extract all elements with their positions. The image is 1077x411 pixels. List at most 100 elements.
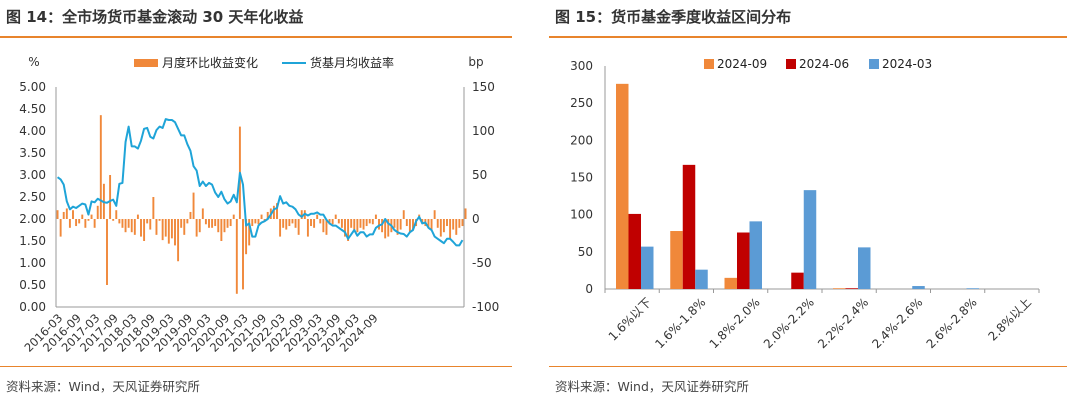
bar-monthly-change [254, 219, 257, 224]
left-y-tick-label: 1.50 [19, 234, 46, 248]
left-y-tick-label: 2.00 [19, 212, 46, 226]
bar-monthly-change [146, 219, 149, 224]
legend-label: 2024-09 [717, 57, 767, 71]
bar-monthly-change [93, 219, 96, 228]
bar-monthly-change [368, 219, 371, 224]
y-tick-label: 150 [570, 171, 593, 185]
bar-monthly-change [313, 219, 316, 228]
legend-swatch [869, 59, 879, 69]
left-y-tick-label: 2.50 [19, 190, 46, 204]
bar-monthly-change [285, 219, 288, 230]
left-chart-source: 资料来源：Wind，天风证券研究所 [6, 379, 200, 394]
bar-2024-06 [628, 213, 641, 289]
bar-monthly-change [322, 219, 325, 233]
x-category-label: 2.6%-2.8% [924, 295, 980, 351]
bar-monthly-change [87, 219, 90, 221]
bar-monthly-change [90, 214, 93, 219]
bar-monthly-change [152, 197, 155, 219]
y-tick-label: 100 [570, 208, 593, 222]
bar-monthly-change [78, 219, 81, 224]
bar-monthly-change [242, 219, 244, 290]
bar-monthly-change [279, 219, 282, 237]
bar-monthly-change [334, 214, 337, 219]
bar-monthly-change [266, 211, 269, 219]
bar-monthly-change [99, 115, 102, 219]
right-y-tick-label: 0 [472, 212, 480, 226]
legend-swatch [704, 59, 714, 69]
bar-monthly-change [405, 219, 408, 227]
bar-monthly-change [106, 219, 108, 285]
bar-monthly-change [359, 219, 362, 228]
y-tick-label: 300 [570, 59, 593, 73]
left-y-tick-label: 3.50 [19, 146, 46, 160]
y-tick-label: 250 [570, 96, 593, 110]
legend-label-bar: 月度环比收益变化 [162, 55, 258, 70]
bar-monthly-change [118, 219, 121, 224]
bar-monthly-change [272, 205, 275, 219]
x-category-label: 1.8%-2.0% [707, 295, 763, 351]
bar-monthly-change [328, 219, 331, 225]
right-source-rule [549, 366, 1067, 367]
bar-monthly-change [325, 219, 328, 235]
bar-monthly-change [393, 219, 396, 228]
left-chart-panel: 图 14：全市场货币基金滚动 30 天年化收益 % bp 0.00 0.50 1.00 1… [0, 0, 528, 411]
left-axis-unit: % [28, 55, 39, 69]
bar-monthly-change [214, 219, 217, 227]
bar-monthly-change [130, 219, 133, 233]
bar-monthly-change [136, 214, 139, 219]
bar-monthly-change [109, 175, 112, 219]
bar-monthly-change [291, 219, 294, 224]
bar-monthly-change [170, 219, 173, 239]
bar-monthly-change [399, 219, 402, 230]
bar-monthly-change [59, 219, 62, 237]
bar-2024-03 [641, 246, 654, 289]
bar-monthly-change [220, 219, 223, 241]
right-chart: 0 50 100 150 200 250 300 2024-09 2024-06 2024-03 1… [570, 57, 1040, 351]
legend-label: 2024-06 [799, 57, 849, 71]
bar-monthly-change [68, 219, 71, 228]
right-axis-unit: bp [468, 55, 483, 69]
bar-monthly-change [365, 219, 368, 227]
bar-2024-09 [670, 231, 683, 289]
left-source-rule [0, 366, 512, 367]
bar-monthly-change [158, 219, 161, 221]
bar-monthly-change [226, 219, 229, 228]
bar-monthly-change [362, 219, 365, 230]
bar-monthly-change [112, 219, 115, 221]
bar-monthly-change [164, 219, 167, 237]
bar-2024-03 [966, 288, 979, 289]
bar-monthly-change [140, 219, 142, 237]
bar-monthly-change [161, 219, 164, 241]
legend-label: 2024-03 [882, 57, 932, 71]
bar-2024-06 [845, 288, 858, 289]
bar-monthly-change [300, 210, 303, 219]
bar-monthly-change [121, 219, 124, 228]
bar-monthly-change [412, 219, 414, 230]
bar-monthly-change [340, 219, 343, 228]
bar-monthly-change [208, 219, 210, 228]
left-y-tick-label: 4.50 [19, 102, 46, 116]
bar-monthly-change [306, 219, 309, 237]
bar-monthly-change [167, 219, 170, 244]
right-chart-panel: 图 15：货币基金季度收益区间分布 0 50 100 150 200 250 300 2024… [549, 0, 1077, 411]
right-y-tick-label: 50 [472, 168, 487, 182]
left-y-tick-label: 0.00 [19, 300, 46, 314]
bar-monthly-change [232, 214, 235, 219]
bar-monthly-change [133, 219, 136, 235]
bar-monthly-change [223, 219, 226, 233]
right-y-tick-label: 150 [472, 80, 495, 94]
bar-monthly-change [384, 219, 387, 239]
bar-monthly-change [347, 219, 350, 241]
right-y-tick-label: 100 [472, 124, 495, 138]
legend-label-line: 货基月均收益率 [310, 55, 394, 70]
bar-monthly-change [452, 219, 455, 230]
x-category-label: 2.4%-2.6% [869, 295, 925, 351]
bar-monthly-change [464, 208, 467, 219]
bar-monthly-change [282, 219, 285, 228]
bar-monthly-change [297, 219, 300, 235]
bar-monthly-change [402, 210, 405, 219]
bar-monthly-change [356, 219, 359, 233]
bar-monthly-change [96, 205, 99, 219]
left-y-tick-label: 0.50 [19, 278, 46, 292]
bar-monthly-change [195, 219, 198, 237]
